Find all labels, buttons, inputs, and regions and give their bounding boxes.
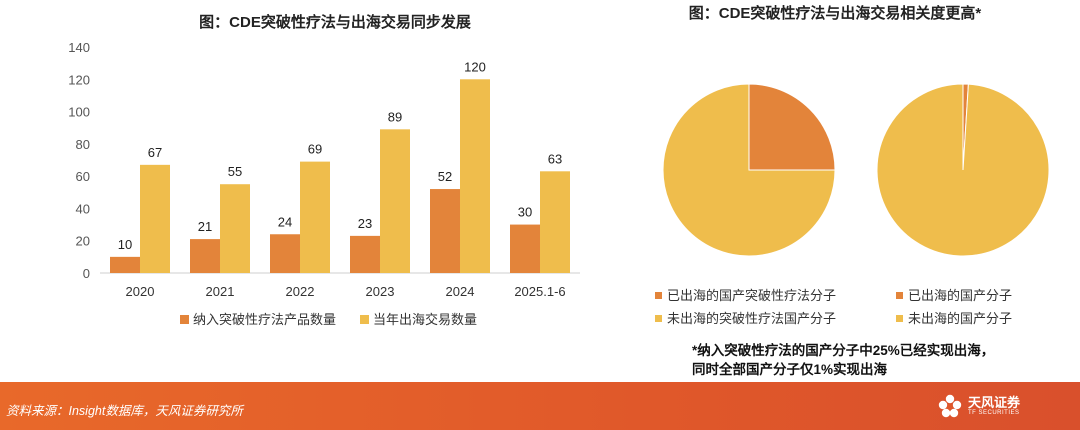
brand-logo: 天风证券 TF SECURITIES <box>934 390 1064 424</box>
footnote-line-2: 同时全部国产分子仅1%实现出海 <box>692 361 888 377</box>
bar-value-label: 52 <box>438 169 452 184</box>
brand-name-en: TF SECURITIES <box>968 410 1020 416</box>
bar-breakthrough-2024 <box>430 189 460 273</box>
bar-value-label: 67 <box>148 145 162 160</box>
x-tick-label: 2024 <box>446 284 475 299</box>
bar-deals-2025.1-6 <box>540 171 570 273</box>
bar-breakthrough-2023 <box>350 235 380 273</box>
bar-deals-2021 <box>220 184 250 273</box>
pie-chart-title: 图：CDE突破性疗法与出海交易相关度更高* <box>689 4 982 22</box>
bar-breakthrough-2020 <box>110 256 140 273</box>
bar-value-label: 10 <box>118 237 132 252</box>
legend-swatch <box>180 315 189 324</box>
bar-value-label: 55 <box>228 164 242 179</box>
pie-legend-label: 已出海的国产突破性疗法分子 <box>667 288 836 303</box>
y-tick-label: 140 <box>68 40 90 55</box>
bar-deals-2022 <box>300 161 330 273</box>
bar-chart-legend: 纳入突破性疗法产品数量 当年出海交易数量 <box>180 312 477 327</box>
footer-bar: 资料来源：Insight数据库，天风证券研究所 天风证券 TF SECURITI… <box>0 382 1080 430</box>
pie-1-slice-2 <box>662 83 836 257</box>
y-axis: 0 20 40 60 80 100 120 140 <box>68 40 90 281</box>
flower-logo-icon <box>938 394 962 418</box>
bar-chart-title: 图：CDE突破性疗法与出海交易同步发展 <box>199 13 471 31</box>
bar-value-label: 23 <box>358 216 372 231</box>
pie-legend-swatch <box>896 292 903 299</box>
x-axis: 2020 2021 2022 2023 2024 2025.1-6 <box>126 284 566 299</box>
data-labels: 10 67 21 55 24 69 23 89 52 120 30 63 <box>118 59 562 252</box>
bar-chart: 图：CDE突破性疗法与出海交易同步发展 0 20 40 60 80 100 120 140 1… <box>68 13 580 327</box>
bar-breakthrough-2021 <box>190 239 220 273</box>
x-tick-label: 2025.1-6 <box>514 284 565 299</box>
y-tick-label: 120 <box>68 72 90 87</box>
bar-value-label: 120 <box>464 59 486 74</box>
x-tick-label: 2023 <box>366 284 395 299</box>
bar-value-label: 30 <box>518 205 532 220</box>
y-tick-label: 80 <box>76 137 90 152</box>
x-tick-label: 2021 <box>206 284 235 299</box>
bar-breakthrough-2025.1-6 <box>510 224 540 273</box>
pie-legend-swatch <box>896 315 903 322</box>
bar-deals-2023 <box>380 129 410 273</box>
y-tick-label: 40 <box>76 201 90 216</box>
pie-charts: 图：CDE突破性疗法与出海交易相关度更高* 已出海的国产突破性疗法分子未出海的突… <box>655 4 1050 377</box>
pie-1-slice-1 <box>748 83 836 171</box>
bar-breakthrough-2022 <box>270 234 300 273</box>
y-tick-label: 0 <box>83 266 90 281</box>
pies <box>662 83 1050 257</box>
pie-legend-label: 已出海的国产分子 <box>908 288 1012 303</box>
pie-2-slice-2 <box>876 83 1050 257</box>
bar-value-label: 63 <box>548 151 562 166</box>
pie-legend-swatch <box>655 315 662 322</box>
bar-value-label: 21 <box>198 219 212 234</box>
bar-deals-2024 <box>460 79 490 274</box>
brand-name: 天风证券 <box>968 395 1021 410</box>
pie-legend-swatch <box>655 292 662 299</box>
y-tick-label: 60 <box>76 169 90 184</box>
legend-swatch <box>360 315 369 324</box>
bars <box>110 79 570 274</box>
bar-value-label: 89 <box>388 109 402 124</box>
legend-label: 当年出海交易数量 <box>373 312 477 327</box>
bar-deals-2020 <box>140 164 170 273</box>
source-note: 资料来源：Insight数据库，天风证券研究所 <box>6 404 243 418</box>
pie-legend-label: 未出海的突破性疗法国产分子 <box>667 311 836 326</box>
x-tick-label: 2020 <box>126 284 155 299</box>
bar-value-label: 69 <box>308 142 322 157</box>
pie-legend-label: 未出海的国产分子 <box>908 311 1012 326</box>
bar-value-label: 24 <box>278 214 292 229</box>
footnote-line-1: *纳入突破性疗法的国产分子中25%已经实现出海， <box>692 342 994 358</box>
x-tick-label: 2022 <box>286 284 315 299</box>
legend-label: 纳入突破性疗法产品数量 <box>193 312 336 327</box>
y-tick-label: 20 <box>76 234 90 249</box>
y-tick-label: 100 <box>68 105 90 120</box>
